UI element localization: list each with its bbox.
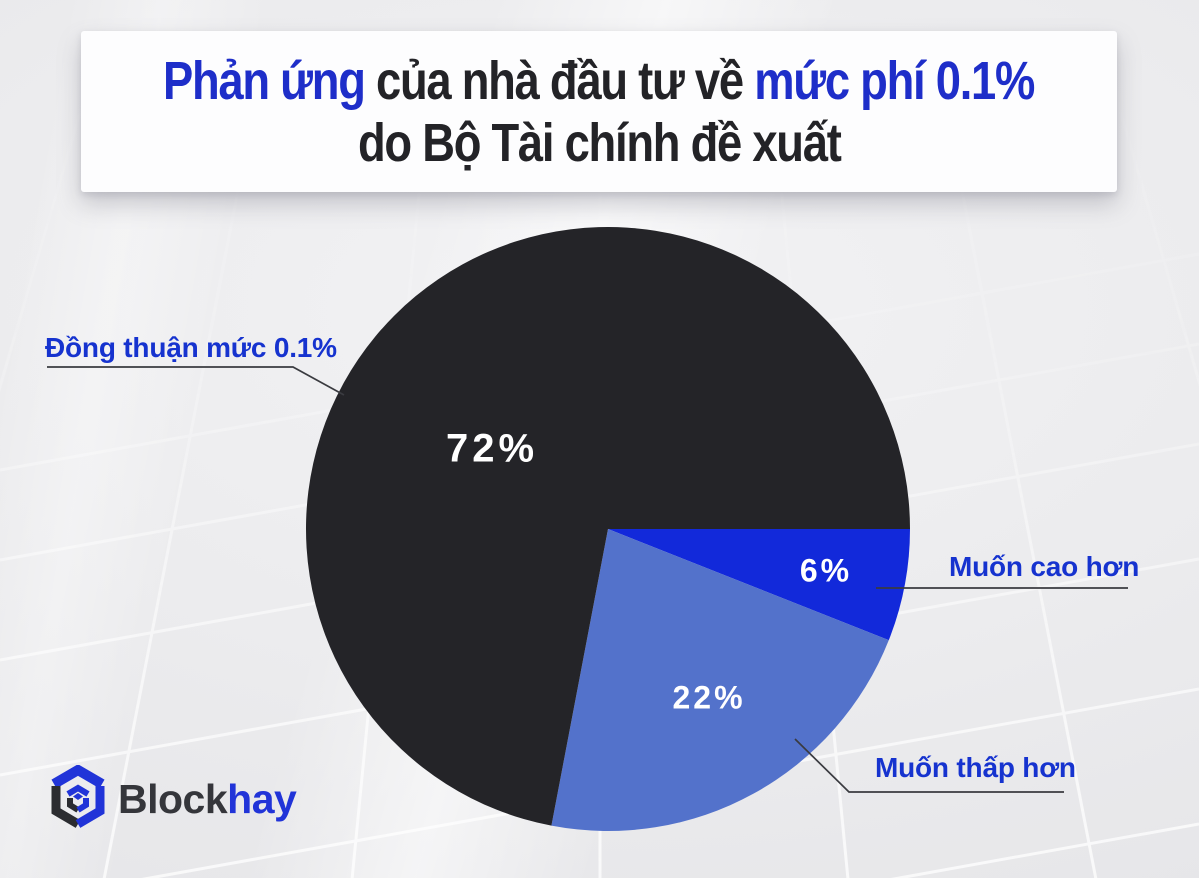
pie-label-22: 22%: [672, 679, 746, 716]
title-segment-accent-2: mức phí 0.1%: [754, 50, 1036, 111]
pie-label-72: 72%: [445, 426, 539, 471]
pie-slice-0: [608, 529, 910, 641]
title-segment-accent-1: Phản ứng: [163, 50, 377, 111]
title-card: Phản ứng của nhà đầu tư về mức phí 0.1% …: [81, 31, 1117, 192]
callout-dong-thuan: Đồng thuận mức 0.1%: [45, 332, 337, 363]
page-title-line2: do Bộ Tài chính đề xuất: [357, 112, 842, 173]
callout-muon-thap: Muốn thấp hơn: [875, 752, 1076, 783]
cube-icon: [51, 765, 105, 828]
title-segment-dark: của nhà đầu tư về: [376, 50, 755, 111]
pie-slices: [306, 227, 910, 831]
callout-muon-cao: Muốn cao hơn: [949, 551, 1140, 582]
pie-label-6: 6%: [799, 552, 853, 589]
page-title-line1: Phản ứng của nhà đầu tư về mức phí 0.1%: [163, 50, 1036, 111]
brand-logo: Blockhay: [46, 765, 297, 833]
pie-slice-2: [306, 227, 910, 826]
leader-line-dong-thuan: [47, 366, 345, 396]
brand-name-accent: hay: [227, 775, 297, 822]
brand-name-dark: Block: [118, 775, 228, 822]
brand-name: Blockhay: [118, 775, 297, 823]
